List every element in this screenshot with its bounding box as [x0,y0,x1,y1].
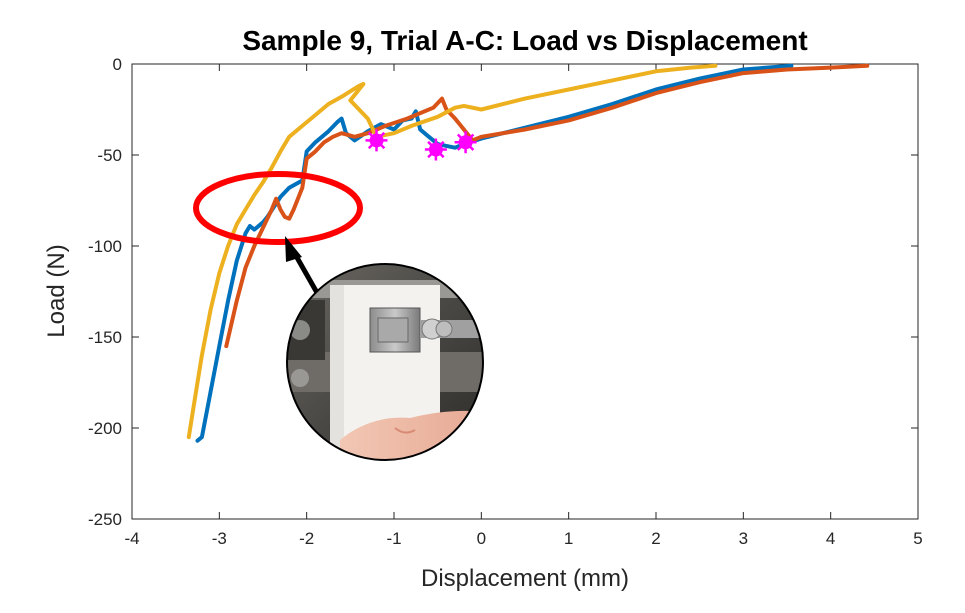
failure-marker [454,131,477,154]
y-tick-label: 0 [113,55,122,74]
failure-marker [365,129,388,152]
marker-layer [365,129,477,161]
y-tick-label: -100 [88,237,122,256]
y-tick-label: -250 [88,510,122,529]
inset-photo [286,263,484,461]
y-tick-label: -200 [88,419,122,438]
x-tick-label: -3 [212,529,227,548]
y-axis: 0 -50 -100 -150 -200 -250 [88,55,918,529]
series-layer [186,63,870,443]
x-tick-label: -1 [386,529,401,548]
y-axis-label: Load (N) [43,244,70,337]
x-tick-label: 5 [913,529,922,548]
series-line-trial-c [186,63,718,440]
chart-title: Sample 9, Trial A-C: Load vs Displacemen… [242,25,807,56]
x-axis-label: Displacement (mm) [421,565,629,592]
x-tick-label: 3 [739,529,748,548]
x-axis: -4 -3 -2 -1 0 1 2 3 4 5 [124,64,923,548]
x-tick-label: -2 [299,529,314,548]
series-line-trial-b [224,63,870,349]
failure-marker [424,138,447,161]
x-tick-label: 1 [564,529,573,548]
y-tick-label: -150 [88,328,122,347]
x-tick-label: 0 [477,529,486,548]
x-tick-label: 4 [826,529,835,548]
x-tick-label: -4 [124,529,139,548]
annotation-arrow [285,236,323,300]
highlight-ellipse [193,171,363,245]
x-tick-label: 2 [651,529,660,548]
plot-area [131,63,919,520]
y-tick-label: -50 [97,146,122,165]
